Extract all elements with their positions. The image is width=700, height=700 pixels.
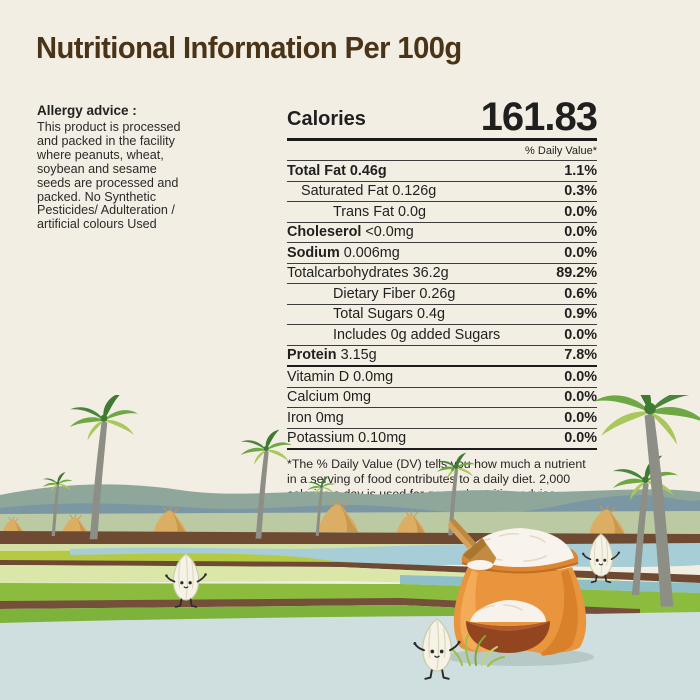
nutrition-row: Saturated Fat 0.126g 0.3% [287, 182, 597, 202]
nutrient-daily-value: 0.0% [564, 244, 597, 261]
nutrient-daily-value: 1.1% [564, 162, 597, 179]
nutrient-daily-value: 0.0% [564, 326, 597, 343]
nutrition-rows: Total Fat 0.46g 1.1% Saturated Fat 0.126g 0… [287, 161, 597, 450]
allergy-advice-heading: Allergy advice : [37, 103, 137, 118]
daily-value-header: % Daily Value* [287, 141, 597, 161]
nutrition-row: Total Fat 0.46g 1.1% [287, 161, 597, 182]
nutrient-label: Total Sugars 0.4g [333, 306, 445, 323]
nutrient-daily-value: 0.0% [564, 389, 597, 406]
page-title: Nutritional Information Per 100g [36, 30, 462, 65]
nutrient-label: Sodium 0.006mg [287, 244, 400, 261]
allergy-advice-body: This product is processed and packed in … [37, 120, 181, 232]
nutrient-daily-value: 0.9% [564, 306, 597, 323]
nutrition-facts-panel: Calories 161.83 % Daily Value* Total Fat… [287, 95, 598, 503]
nutrition-row: Dietary Fiber 0.26g 0.6% [287, 284, 597, 305]
nutrition-row: Total Sugars 0.4g 0.9% [287, 305, 597, 325]
landscape-illustration [0, 395, 700, 700]
nutrient-label: Protein 3.15g [287, 347, 377, 364]
rice-bag-group [446, 519, 594, 667]
nutrition-row: Choleserol <0.0mg 0.0% [287, 223, 597, 243]
nutrient-daily-value: 7.8% [564, 347, 597, 364]
nutrition-row: Potassium 0.10mg 0.0% [287, 429, 597, 450]
nutrient-daily-value: 0.0% [564, 368, 597, 385]
nutrition-row: Vitamin D 0.0mg 0.0% [287, 367, 597, 388]
nutrition-row: Calcium 0mg 0.0% [287, 388, 597, 408]
calories-value: 161.83 [480, 95, 598, 139]
nutrient-daily-value: 0.3% [564, 183, 597, 200]
nutrition-row: Sodium 0.006mg 0.0% [287, 243, 597, 264]
nutrient-label: Dietary Fiber 0.26g [333, 285, 456, 302]
nutrient-daily-value: 0.0% [564, 224, 597, 241]
nutrient-label: Calcium 0mg [287, 389, 371, 406]
calories-row: Calories 161.83 [287, 95, 598, 139]
nutrient-label: Includes 0g added Sugars [333, 326, 501, 343]
allergy-advice: Allergy advice : This product is process… [37, 103, 243, 232]
nutrient-daily-value: 0.0% [564, 430, 597, 447]
nutrient-label: Totalcarbohydrates 36.2g [287, 265, 449, 282]
nutrition-row: Iron 0mg 0.0% [287, 408, 597, 429]
nutrient-label: Total Fat 0.46g [287, 162, 387, 179]
nutrient-daily-value: 0.0% [564, 203, 597, 220]
nutrient-label: Potassium 0.10mg [287, 430, 407, 447]
nutrient-label: Iron 0mg [287, 409, 344, 426]
foreground-water [0, 612, 700, 700]
nutrient-daily-value: 0.6% [564, 285, 597, 302]
bowl-shadow [474, 650, 542, 660]
rice-bowl [466, 600, 550, 653]
nutrient-label: Saturated Fat 0.126g [301, 183, 437, 200]
calories-label: Calories [287, 108, 366, 130]
nutrition-row: Trans Fat 0.0g 0.0% [287, 202, 597, 223]
nutrition-row: Includes 0g added Sugars 0.0% [287, 325, 597, 346]
nutrition-row: Totalcarbohydrates 36.2g 89.2% [287, 264, 597, 284]
rice-tuft [467, 560, 493, 570]
nutrient-label: Choleserol <0.0mg [287, 224, 414, 241]
nutrient-daily-value: 89.2% [556, 265, 597, 282]
nutrition-row: Protein 3.15g 7.8% [287, 346, 597, 367]
nutrient-daily-value: 0.0% [564, 409, 597, 426]
divider-thick [287, 138, 597, 141]
nutrient-label: Trans Fat 0.0g [333, 203, 427, 220]
nutrient-label: Vitamin D 0.0mg [287, 368, 394, 385]
